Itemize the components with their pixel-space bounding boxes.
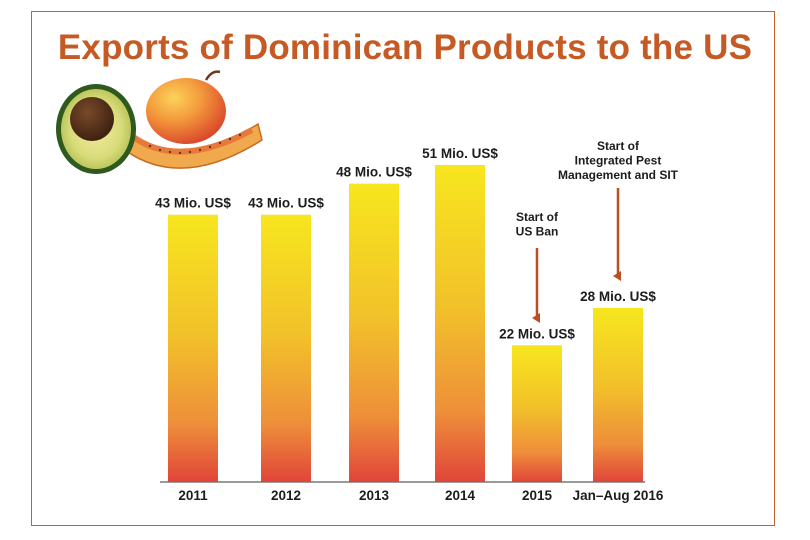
data-label-1: 43 Mio. US$: [248, 196, 324, 211]
bar-0: [168, 214, 218, 482]
chart-frame: [31, 11, 775, 526]
data-label-0: 43 Mio. US$: [155, 196, 231, 211]
x-tick-label-0: 2011: [178, 488, 208, 503]
chart-title: Exports of Dominican Products to the US: [57, 28, 753, 67]
bar-5: [593, 307, 643, 482]
x-tick-label-3: 2014: [445, 488, 476, 503]
bar-4: [512, 345, 562, 482]
data-label-2: 48 Mio. US$: [336, 165, 412, 180]
data-label-5: 28 Mio. US$: [580, 289, 656, 304]
avocado-icon: [56, 84, 136, 174]
bar-3: [435, 165, 485, 482]
x-tick-label-5: Jan–Aug 2016: [573, 488, 664, 503]
bar-1: [261, 214, 311, 482]
bars-layer: 43 Mio. US$ 2011 43 Mio. US$ 2012 48 Mio. US…: [155, 146, 664, 503]
data-label-4: 22 Mio. US$: [499, 326, 575, 341]
annotation-1-line-0: Start of: [597, 139, 640, 153]
annotation-1-line-2: Management and SIT: [558, 168, 679, 182]
annotation-1-line-1: Integrated Pest: [575, 154, 662, 168]
data-label-3: 51 Mio. US$: [422, 146, 498, 161]
fruit-illustration: [56, 70, 263, 174]
papaya-slice-icon: [121, 122, 263, 169]
x-tick-label-1: 2012: [271, 488, 301, 503]
x-tick-label-4: 2015: [522, 488, 553, 503]
bar-2: [349, 183, 399, 482]
annotation-0-line-0: Start of: [516, 210, 559, 224]
annotation-0-line-1: US Ban: [516, 225, 559, 239]
mango-icon: [146, 70, 226, 144]
x-tick-label-2: 2013: [359, 488, 390, 503]
